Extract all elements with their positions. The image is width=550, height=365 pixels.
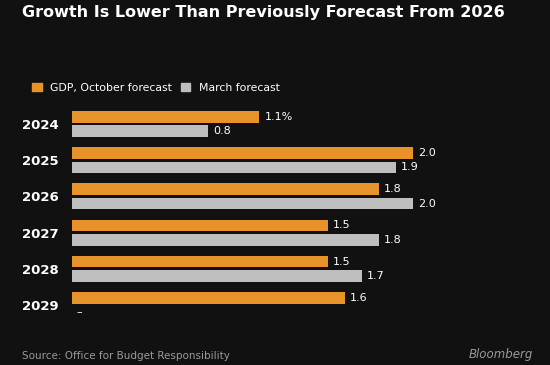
Text: 1.8: 1.8 <box>384 184 402 194</box>
Bar <box>72 147 413 159</box>
Text: 2.0: 2.0 <box>419 199 436 209</box>
Bar <box>72 198 413 210</box>
Bar <box>72 183 379 195</box>
Text: 1.7: 1.7 <box>367 271 385 281</box>
Bar <box>72 292 345 304</box>
Text: Growth Is Lower Than Previously Forecast From 2026: Growth Is Lower Than Previously Forecast… <box>22 5 505 20</box>
Bar <box>72 111 260 123</box>
Bar <box>72 126 208 137</box>
Text: 1.8: 1.8 <box>384 235 402 245</box>
Bar <box>72 162 396 173</box>
Text: 1.5: 1.5 <box>333 220 350 230</box>
Text: Source: Office for Budget Responsibility: Source: Office for Budget Responsibility <box>22 351 230 361</box>
Text: 1.5: 1.5 <box>333 257 350 266</box>
Text: 1.1%: 1.1% <box>265 112 293 122</box>
Text: Bloomberg: Bloomberg <box>469 347 534 361</box>
Text: 2.0: 2.0 <box>419 148 436 158</box>
Bar <box>72 270 362 282</box>
Text: 1.9: 1.9 <box>402 162 419 172</box>
Text: 0.8: 0.8 <box>213 126 231 136</box>
Bar <box>72 256 328 267</box>
Text: –: – <box>76 307 82 317</box>
Legend: GDP, October forecast, March forecast: GDP, October forecast, March forecast <box>28 78 284 97</box>
Bar <box>72 219 328 231</box>
Bar <box>72 234 379 246</box>
Text: 1.6: 1.6 <box>350 293 367 303</box>
